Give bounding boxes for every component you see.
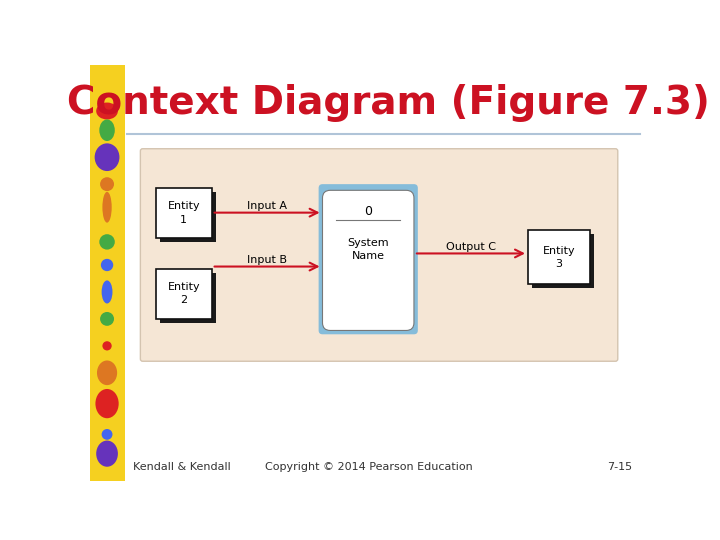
Text: Context Diagram (Figure 7.3): Context Diagram (Figure 7.3) — [67, 84, 710, 122]
Ellipse shape — [99, 119, 114, 141]
Text: 7-15: 7-15 — [608, 462, 632, 472]
Ellipse shape — [102, 192, 112, 222]
Bar — [156, 188, 212, 238]
Text: Kendall & Kendall: Kendall & Kendall — [132, 462, 230, 472]
Ellipse shape — [96, 389, 119, 418]
Bar — [156, 269, 212, 319]
Ellipse shape — [96, 103, 118, 119]
Text: Entity
1: Entity 1 — [168, 201, 200, 225]
FancyBboxPatch shape — [319, 184, 418, 334]
Bar — [90, 65, 125, 481]
Ellipse shape — [100, 312, 114, 326]
Ellipse shape — [102, 280, 112, 303]
Text: Entity
2: Entity 2 — [168, 282, 200, 306]
Text: Entity
3: Entity 3 — [543, 246, 575, 269]
FancyBboxPatch shape — [140, 148, 618, 361]
Text: Input B: Input B — [247, 255, 287, 265]
Ellipse shape — [94, 143, 120, 171]
Bar — [528, 231, 590, 284]
Ellipse shape — [96, 441, 118, 467]
Bar — [160, 273, 215, 323]
Ellipse shape — [100, 177, 114, 191]
Ellipse shape — [99, 234, 114, 249]
Bar — [532, 234, 594, 288]
Text: Copyright © 2014 Pearson Education: Copyright © 2014 Pearson Education — [265, 462, 473, 472]
Text: 0: 0 — [364, 205, 372, 218]
Text: System
Name: System Name — [348, 238, 389, 261]
Text: Input A: Input A — [247, 201, 287, 211]
Ellipse shape — [101, 259, 113, 271]
Ellipse shape — [97, 361, 117, 385]
Ellipse shape — [102, 341, 112, 350]
FancyBboxPatch shape — [323, 190, 414, 330]
Text: Output C: Output C — [446, 242, 496, 252]
Bar — [160, 192, 215, 242]
Ellipse shape — [102, 429, 112, 440]
